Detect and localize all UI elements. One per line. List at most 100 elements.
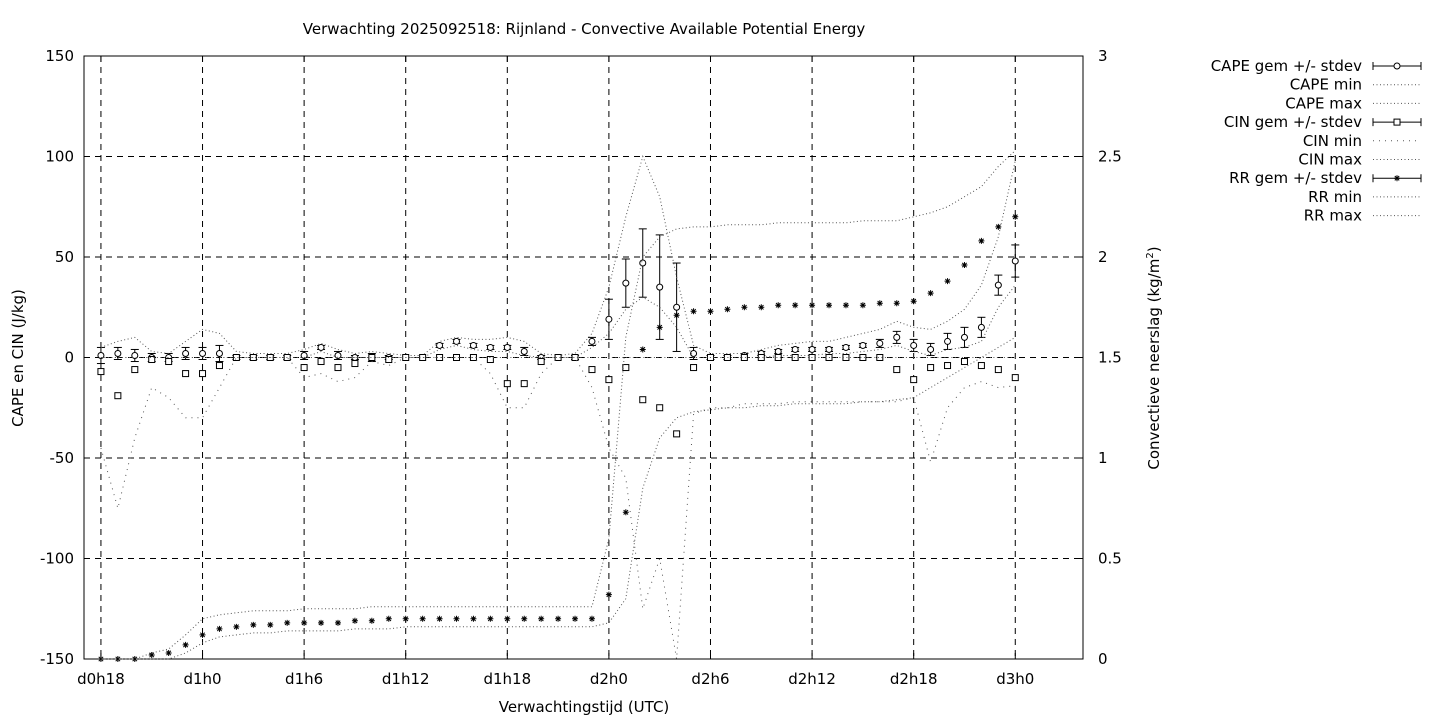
data-point (927, 364, 935, 372)
y-axis-title-left: CAPE en CIN (J/kg) (9, 289, 27, 427)
legend-label: CIN max (1298, 151, 1362, 169)
data-point (301, 619, 308, 626)
data-point (944, 337, 952, 345)
legend-marker (1393, 62, 1401, 70)
data-point (487, 615, 494, 622)
data-point (944, 278, 951, 285)
y-tick-label-left: -100 (40, 550, 74, 568)
data-point (486, 356, 494, 364)
data-point (284, 619, 291, 626)
data-point (656, 324, 663, 331)
y-tick-label-right: 1 (1098, 449, 1108, 467)
data-point (978, 237, 985, 244)
series-cape-max (100, 154, 1016, 357)
data-point (520, 347, 528, 355)
data-point (300, 364, 308, 372)
y-tick-label-right: 2 (1098, 248, 1108, 266)
legend-label: CAPE min (1290, 76, 1362, 94)
data-point (199, 370, 207, 378)
data-point (994, 366, 1002, 374)
data-point (318, 619, 325, 626)
series-rr-gem-stdev (97, 213, 1019, 662)
data-point (809, 302, 816, 309)
series-rr-min (100, 336, 1016, 660)
data-point (656, 283, 664, 291)
data-point (148, 356, 156, 364)
data-point (114, 349, 122, 357)
data-point (520, 380, 528, 388)
data-point (317, 358, 325, 366)
data-point (639, 396, 647, 404)
data-point (893, 300, 900, 307)
data-point (114, 392, 122, 400)
data-point (859, 341, 867, 349)
data-point (334, 619, 341, 626)
data-point (216, 625, 223, 632)
data-point (334, 364, 342, 372)
x-tick-label: d1h0 (183, 670, 221, 688)
x-tick-label: d1h12 (382, 670, 430, 688)
legend-marker (1394, 175, 1400, 182)
data-point (774, 354, 782, 361)
series-line (100, 154, 1016, 357)
legend-label: RR min (1308, 188, 1362, 206)
y-tick-label-right: 1.5 (1098, 349, 1122, 367)
data-point (639, 259, 647, 267)
y-tick-label-left: -150 (40, 650, 74, 668)
data-point (351, 360, 359, 368)
data-point (893, 333, 901, 341)
y-tick-label-right: 3 (1098, 47, 1108, 65)
data-point (960, 358, 968, 366)
data-point (419, 354, 427, 361)
chart-title: Verwachting 2025092518: Rijnland - Conve… (303, 20, 866, 38)
data-point (960, 333, 968, 341)
x-tick-label: d1h18 (483, 670, 531, 688)
legend-label: CAPE max (1285, 94, 1362, 112)
data-point (486, 343, 494, 351)
data-point (791, 354, 799, 361)
data-point (622, 279, 630, 287)
data-point (842, 343, 850, 351)
y-tick-label-right: 0 (1098, 650, 1108, 668)
data-point (740, 354, 748, 361)
data-point (131, 366, 139, 374)
data-point (588, 615, 595, 622)
data-point (724, 306, 731, 313)
data-point (927, 290, 934, 297)
data-point (215, 362, 223, 370)
data-point (977, 362, 985, 370)
data-point (774, 347, 782, 355)
data-point (232, 354, 240, 361)
data-point (182, 349, 190, 357)
data-point (656, 404, 664, 412)
data-point (436, 615, 443, 622)
data-point (825, 345, 833, 353)
data-point (503, 380, 511, 388)
series-cin-min (100, 357, 1016, 660)
series-line (100, 336, 1016, 660)
legend-label: CIN gem +/- stdev (1224, 113, 1362, 131)
data-point (250, 621, 257, 628)
data-point (876, 300, 883, 307)
data-point (775, 302, 782, 309)
data-point (453, 615, 460, 622)
data-point (622, 364, 630, 372)
data-point (588, 337, 596, 345)
data-point (639, 346, 646, 353)
y-tick-label-right: 2.5 (1098, 148, 1122, 166)
data-point (792, 302, 799, 309)
series-cin-gem-stdev (97, 354, 1019, 438)
data-point (503, 343, 511, 351)
data-point (791, 345, 799, 353)
data-point (182, 370, 190, 378)
x-tick-label: d2h0 (590, 670, 628, 688)
data-point (758, 304, 765, 311)
x-tick-label: d2h6 (691, 670, 729, 688)
data-point (572, 615, 579, 622)
data-point (994, 281, 1002, 289)
series-cape-gem-stdev (96, 228, 1020, 365)
data-point (317, 343, 325, 351)
data-point (910, 341, 918, 349)
data-point (842, 302, 849, 309)
data-point (114, 656, 121, 662)
